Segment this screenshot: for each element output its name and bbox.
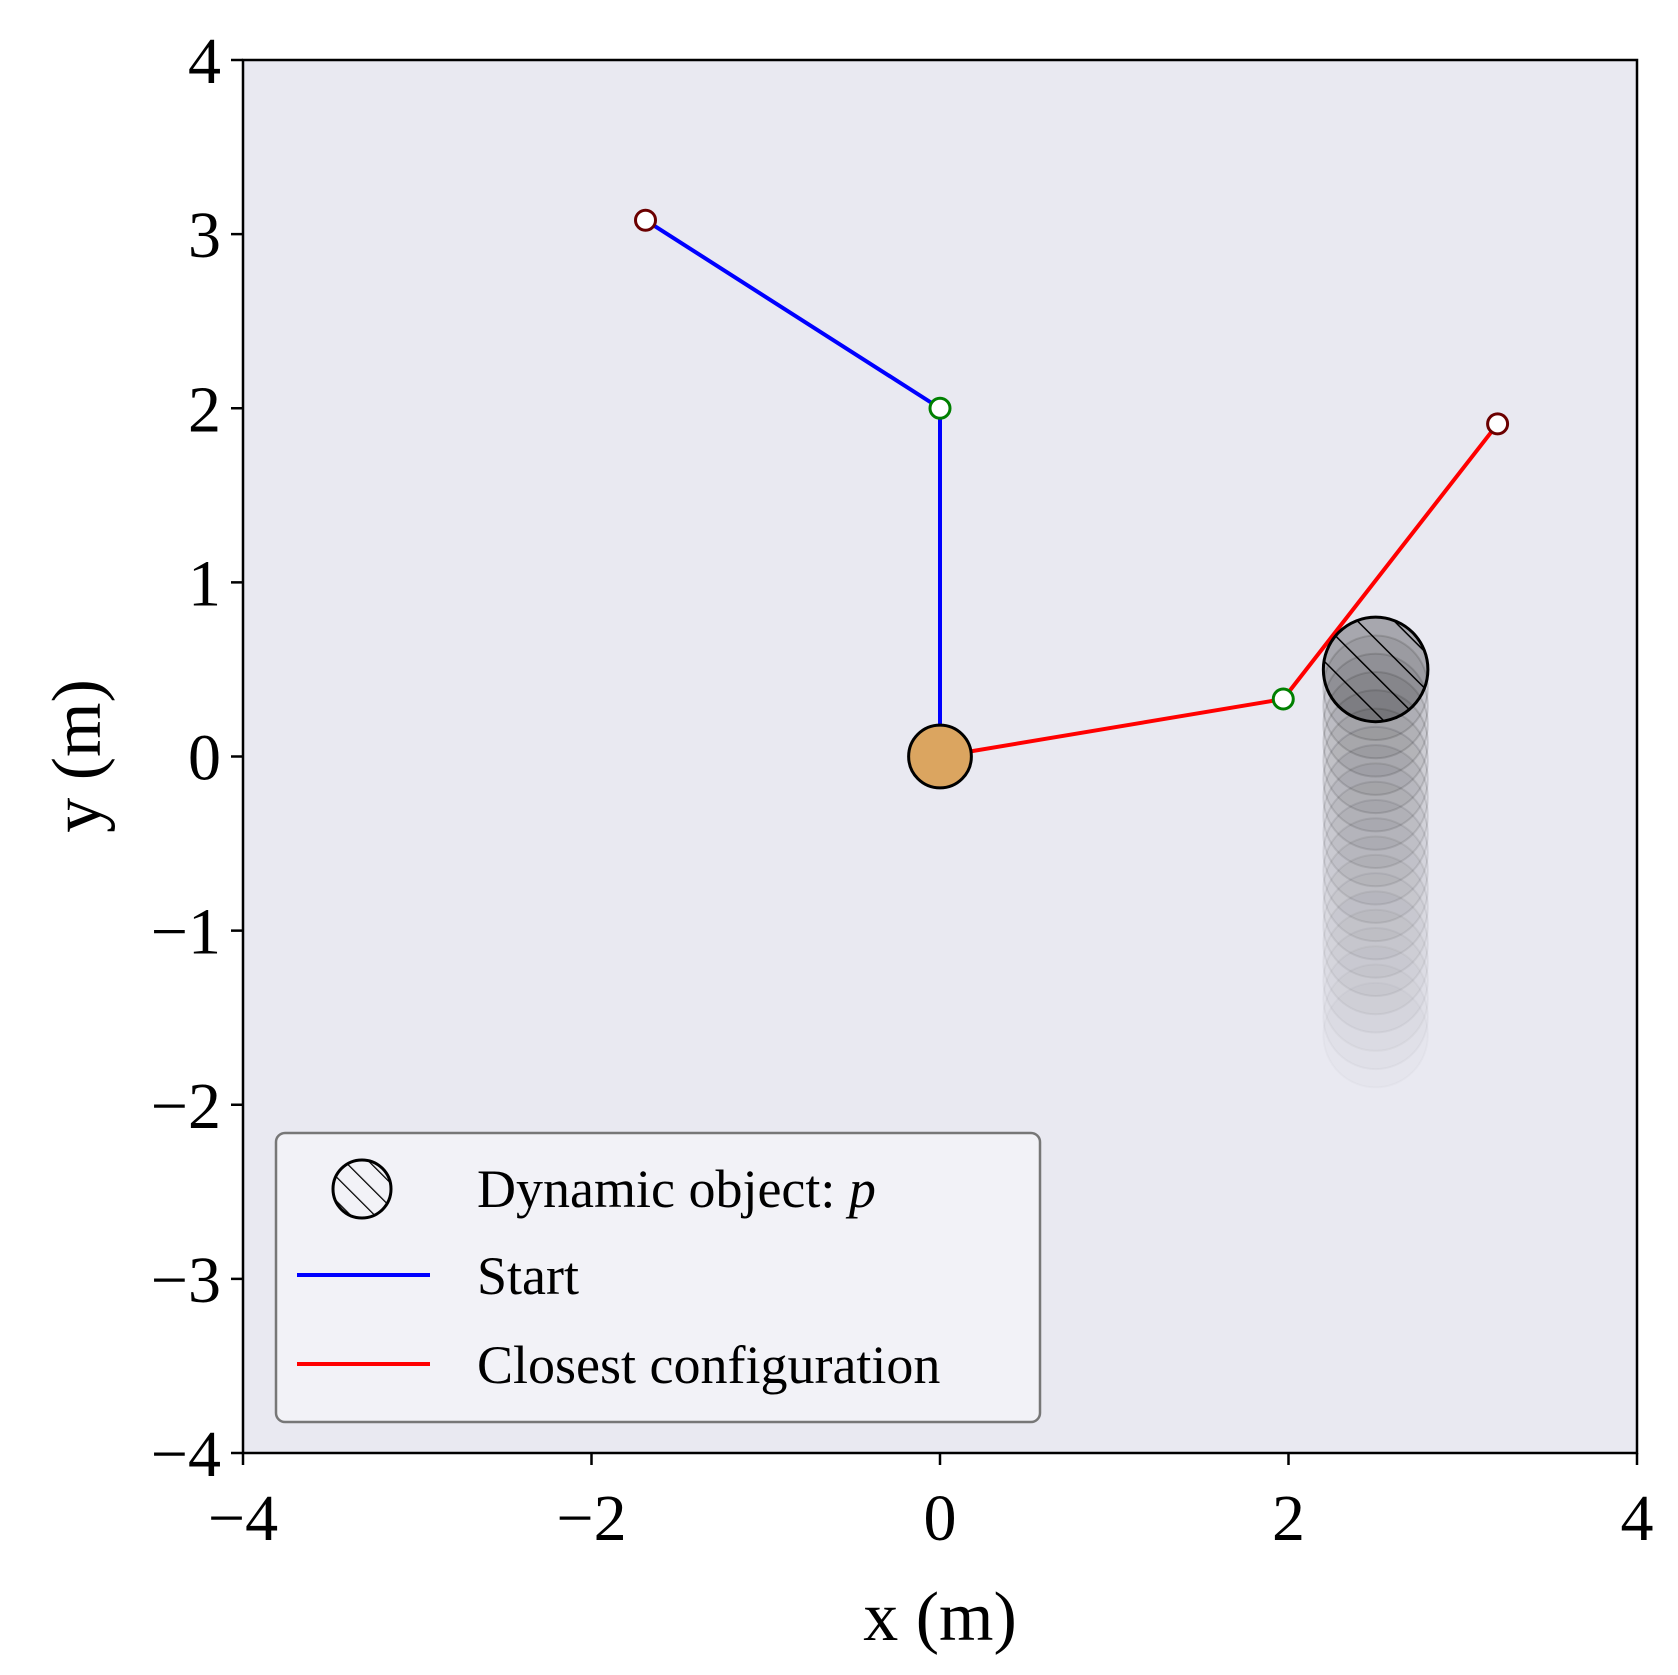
x-tick-label: 4 xyxy=(1621,1482,1654,1555)
legend-label-dynamic-object-prefix: Dynamic object: xyxy=(477,1159,849,1219)
y-tick-label: 0 xyxy=(188,722,221,795)
dynamic-object-group xyxy=(1321,615,1430,724)
joint-marker xyxy=(1271,687,1295,711)
y-axis: −4 −3 −2 −1 0 1 2 3 4 xyxy=(151,25,243,1491)
dynamic-object-trail-circle xyxy=(1322,762,1429,869)
end-effector-marker xyxy=(634,208,658,232)
legend-dynamic-object-icon xyxy=(331,1158,393,1220)
x-tick-label: 0 xyxy=(924,1482,957,1555)
y-tick-label: −3 xyxy=(151,1244,221,1317)
x-tick-label: 2 xyxy=(1272,1482,1305,1555)
y-tick-label: −1 xyxy=(151,896,221,969)
y-tick-label: −2 xyxy=(151,1070,221,1143)
joint-marker xyxy=(928,396,952,420)
legend-box xyxy=(274,1131,1042,1424)
dynamic-object-marker xyxy=(1321,615,1430,724)
dynamic-object-trail-circle xyxy=(1322,908,1429,1016)
y-tick-label: 3 xyxy=(188,199,221,272)
x-axis-label: x (m) xyxy=(863,1579,1017,1656)
legend: Dynamic object: p Start Closest configur… xyxy=(274,1131,1042,1424)
legend-label-dynamic-object: Dynamic object: p xyxy=(477,1159,876,1219)
x-tick-label: −2 xyxy=(556,1482,626,1555)
y-tick-label: −4 xyxy=(151,1418,221,1491)
x-axis: −4 −2 0 2 4 xyxy=(208,1453,1654,1555)
dynamic-object-trail-circle xyxy=(1322,744,1429,851)
y-tick-label: 1 xyxy=(188,547,221,620)
y-tick-label: 2 xyxy=(188,373,221,446)
y-tick-label: 4 xyxy=(188,25,221,98)
dynamic-object-trail-circle xyxy=(1322,780,1429,888)
end-effector-marker xyxy=(1486,412,1510,436)
legend-label-dynamic-object-symbol: p xyxy=(845,1159,876,1219)
dynamic-object-trail-circle xyxy=(1322,725,1429,833)
dynamic-object-trail-circle xyxy=(1322,817,1429,924)
dynamic-object-trail-circle xyxy=(1322,798,1429,906)
dynamic-object-trail-circle xyxy=(1322,890,1429,997)
legend-label-closest: Closest configuration xyxy=(477,1335,940,1395)
dynamic-object-trail-circle xyxy=(1322,872,1429,979)
y-axis-label: y (m) xyxy=(39,679,116,833)
dynamic-object-trail-circle xyxy=(1322,853,1429,961)
dynamic-object-trail-circle xyxy=(1322,835,1429,943)
x-tick-label: −4 xyxy=(208,1482,278,1555)
arm-base-marker xyxy=(907,723,973,790)
legend-label-start: Start xyxy=(477,1246,579,1306)
series-group xyxy=(634,208,1510,790)
